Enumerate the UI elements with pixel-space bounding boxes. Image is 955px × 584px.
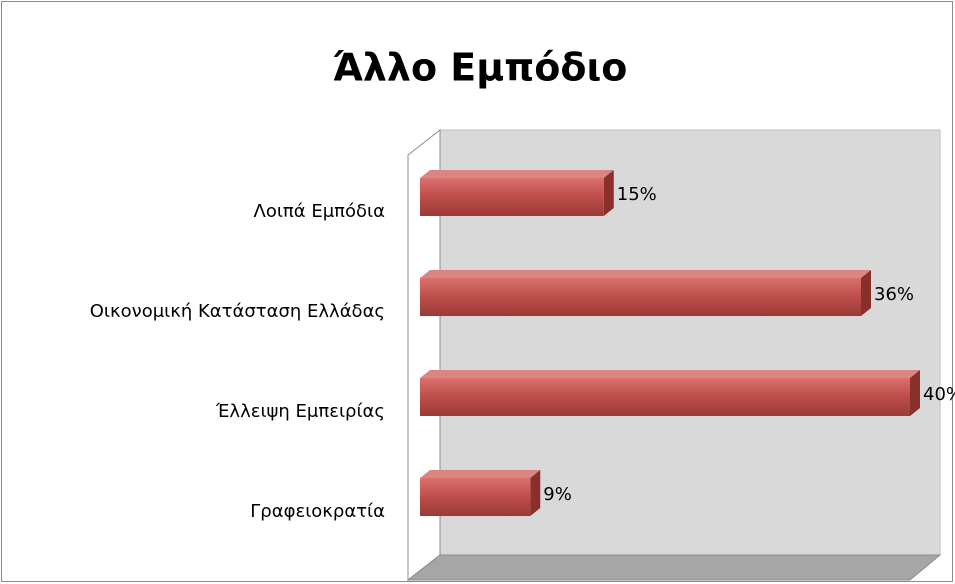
y-tick-label: Γραφειοκρατία <box>250 501 385 522</box>
bar <box>420 478 531 516</box>
bar-top <box>420 170 614 178</box>
y-tick-label: Λοιπά Εμπόδια <box>254 201 385 222</box>
data-label: 36% <box>874 284 914 305</box>
bar <box>420 378 910 416</box>
floor <box>406 554 942 581</box>
bar-end <box>861 270 871 316</box>
data-label: 40% <box>923 384 955 405</box>
bar-top <box>420 370 920 378</box>
data-label: 15% <box>617 184 657 205</box>
chart-title: Άλλο Εμπόδιο <box>333 46 628 90</box>
bar-top <box>420 270 871 278</box>
bar <box>420 178 604 216</box>
bar-end <box>910 370 920 416</box>
y-tick-label: Οικονομική Κατάσταση Ελλάδας <box>90 301 385 322</box>
bar-end <box>603 170 614 216</box>
bar-end <box>530 470 541 516</box>
y-tick-label: Έλλειψη Εμπειρίας <box>215 401 385 422</box>
data-label: 9% <box>543 484 572 505</box>
bar-top <box>420 470 541 478</box>
bar <box>420 278 861 316</box>
bars: 15% 36% 40% 9% <box>420 170 955 516</box>
